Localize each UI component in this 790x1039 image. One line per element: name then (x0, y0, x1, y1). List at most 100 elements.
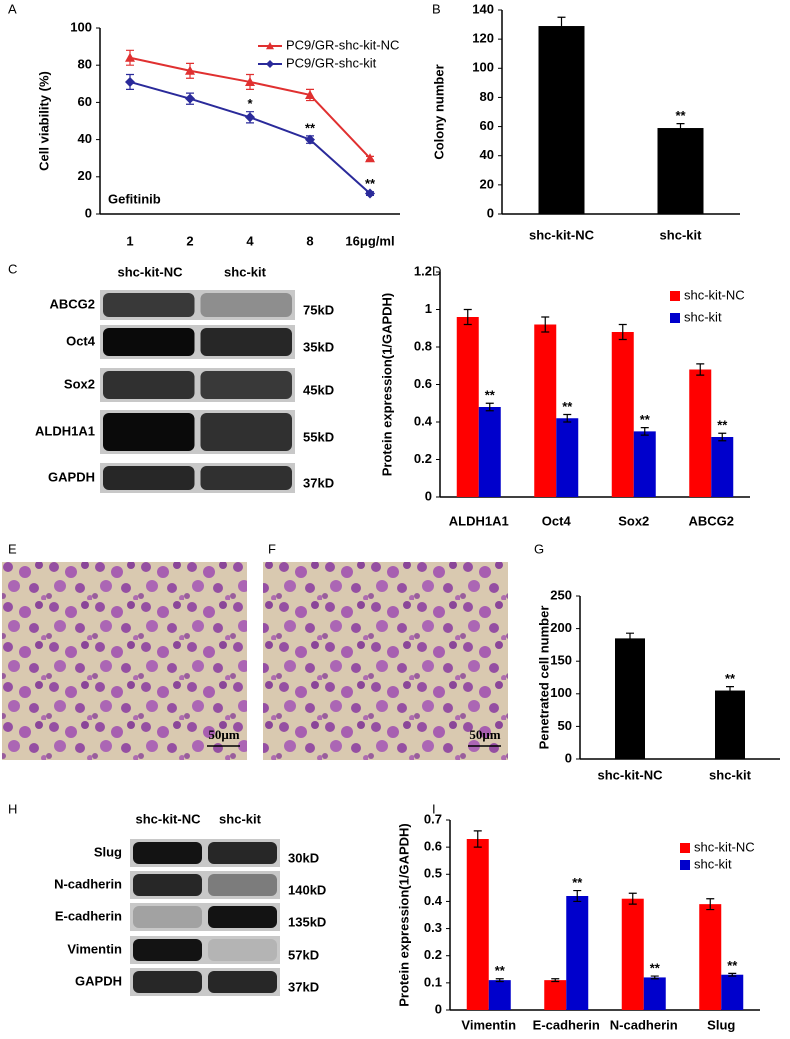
blot-band (103, 328, 195, 356)
y-tick-label: 1.2 (414, 263, 432, 278)
x-tick-label: shc-kit-NC (529, 227, 595, 242)
y-tick-label: 0 (565, 750, 572, 765)
significance: ** (485, 388, 496, 403)
blot-band (208, 939, 277, 961)
y-tick-label: 80 (78, 57, 92, 72)
y-tick-label: 250 (550, 587, 572, 602)
bar (488, 980, 511, 1010)
blot-band (200, 293, 292, 317)
panel-label: C (8, 261, 17, 276)
panel-label: D (432, 263, 441, 278)
error-bar (676, 123, 685, 133)
panel-label: G (534, 541, 544, 556)
x-tick-label: shc-kit-NC (597, 767, 663, 782)
y-tick-label: 150 (550, 653, 572, 668)
scale-label: 50μm (469, 727, 500, 742)
panel-label: E (8, 541, 17, 556)
blot-band (133, 842, 202, 864)
x-tick-label: Sox2 (618, 513, 649, 528)
error-bar (726, 686, 734, 696)
protein-label: Slug (94, 844, 122, 859)
significance: ** (572, 875, 583, 890)
protein-label: E-cadherin (55, 908, 122, 923)
bar (711, 437, 734, 497)
error-bar (473, 830, 482, 848)
significance: ** (727, 958, 738, 973)
error-bar (495, 978, 504, 983)
significance: ** (640, 412, 651, 427)
protein-label: N-cadherin (54, 876, 122, 891)
size-label: 45kD (303, 382, 334, 397)
bar (699, 904, 722, 1010)
scale-label: 50μm (208, 727, 239, 742)
y-tick-label: 0 (85, 205, 92, 220)
legend-label: shc-kit (684, 309, 722, 324)
significance: * (247, 96, 253, 111)
marker (305, 89, 315, 99)
bar (633, 431, 656, 497)
error-bar (696, 363, 705, 376)
y-tick-label: 200 (550, 620, 572, 635)
legend-marker (266, 60, 274, 68)
y-tick-label: 0.6 (414, 376, 432, 391)
marker (305, 134, 315, 145)
size-label: 30kD (288, 850, 319, 865)
blot-band (133, 971, 202, 993)
marker (185, 93, 195, 104)
error-bar (551, 978, 560, 983)
bar (534, 324, 557, 497)
y-tick-label: 0 (435, 1001, 442, 1016)
y-tick-label: 0.3 (424, 920, 442, 935)
blot-band (133, 906, 202, 928)
bar (689, 369, 712, 497)
protein-label: Sox2 (64, 376, 95, 391)
bar (466, 839, 489, 1010)
blot-band (208, 842, 277, 864)
y-tick-label: 0 (487, 205, 494, 220)
error-bar (706, 898, 715, 911)
y-tick-label: 100 (550, 685, 572, 700)
protein-label: GAPDH (48, 469, 95, 484)
bar (538, 26, 585, 215)
legend-label: shc-kit (694, 856, 732, 871)
blot-band (200, 328, 292, 356)
x-tick-label: N-cadherin (610, 1017, 678, 1032)
blot-band (208, 906, 277, 928)
x-tick-label: 1 (126, 233, 133, 248)
panel-label: A (8, 1, 17, 16)
y-tick-label: 20 (78, 168, 92, 183)
y-tick-label: 60 (480, 118, 494, 133)
marker (185, 65, 195, 75)
x-tick-label: shc-kit (660, 227, 703, 242)
protein-label: Oct4 (66, 333, 96, 348)
blot-band (200, 413, 292, 451)
lane-label: shc-kit (224, 264, 267, 279)
error-bar (573, 889, 582, 903)
significance: ** (365, 176, 376, 191)
bar (615, 638, 645, 759)
y-tick-label: 20 (480, 176, 494, 191)
significance: ** (495, 963, 506, 978)
protein-label: GAPDH (75, 973, 122, 988)
protein-label: Vimentin (67, 941, 122, 956)
blot-band (133, 874, 202, 896)
marker (245, 76, 255, 86)
bar (657, 128, 704, 214)
error-bar (640, 427, 649, 436)
y-tick-label: 0.4 (414, 413, 433, 428)
error-bar (650, 975, 659, 980)
y-tick-label: 50 (558, 718, 572, 733)
bar (715, 690, 745, 759)
y-tick-label: 0.1 (424, 974, 442, 989)
y-tick-label: 0.2 (414, 451, 432, 466)
significance: ** (650, 961, 661, 976)
error-bar (463, 308, 472, 326)
blot-band (103, 466, 195, 490)
significance: ** (305, 120, 316, 135)
y-axis-title: Protein expression(1/GAPDH) (396, 823, 411, 1007)
error-bar (628, 892, 637, 905)
blot-band (133, 939, 202, 961)
bar (544, 980, 567, 1010)
y-tick-label: 0 (425, 488, 432, 503)
error-bar (618, 323, 627, 341)
